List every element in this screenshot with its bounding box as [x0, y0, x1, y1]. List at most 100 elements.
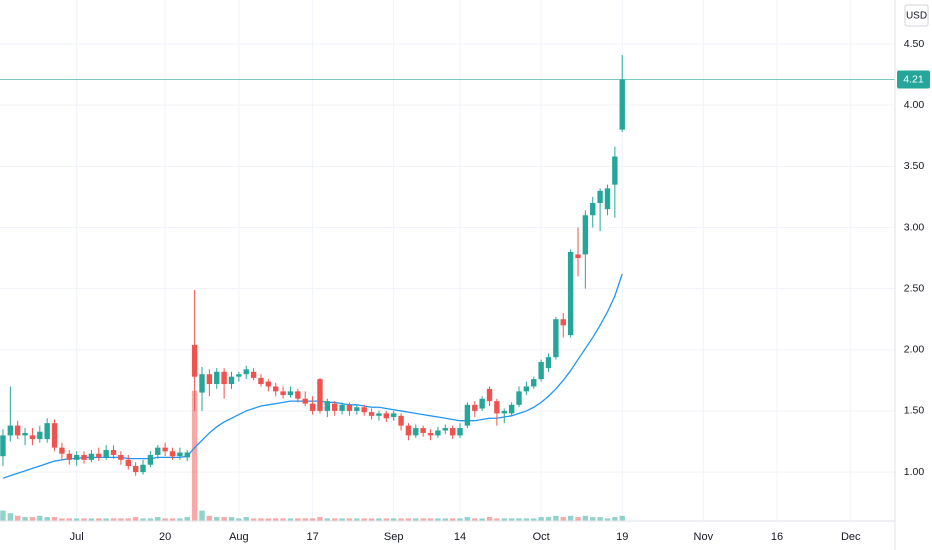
candle-body: [228, 376, 235, 385]
volume-bar: [575, 517, 581, 521]
volume-bar: [155, 517, 161, 521]
candle-body: [545, 357, 552, 369]
candle-body: [575, 254, 581, 259]
volume-bar: [427, 518, 434, 521]
volume-bar: [486, 517, 493, 521]
volume-bar: [523, 518, 530, 521]
volume-bar: [199, 510, 205, 521]
volume-bar: [442, 518, 448, 521]
candle-body: [132, 465, 139, 473]
x-tick-label: 16: [771, 531, 783, 543]
volume-bar: [420, 518, 426, 521]
candle-body: [199, 374, 205, 393]
volume-bar: [619, 515, 625, 521]
candle-body: [140, 464, 146, 473]
volume-bar: [560, 517, 566, 521]
volume-bar: [0, 510, 6, 521]
volume-bar: [22, 517, 28, 521]
candle-body: [516, 391, 522, 405]
candle-body: [214, 371, 220, 385]
candle-body: [376, 413, 382, 416]
volume-bar: [51, 517, 58, 521]
candle-body: [169, 451, 176, 457]
candle-body: [88, 453, 95, 460]
candle-body: [390, 413, 397, 418]
volume-bar: [280, 518, 286, 521]
volume-bar: [332, 518, 338, 521]
candle-body: [37, 431, 43, 440]
volume-bar: [258, 518, 264, 521]
candle-body: [273, 386, 279, 392]
candle-body: [81, 454, 87, 460]
candle-body: [51, 423, 58, 448]
candle-body: [191, 344, 198, 377]
candle-body: [221, 371, 227, 385]
volume-bar: [228, 517, 235, 521]
candle-body: [125, 459, 131, 466]
volume-bar: [132, 517, 139, 521]
volume-bar: [81, 518, 87, 521]
candle-body: [361, 407, 367, 413]
candle-body: [29, 435, 36, 440]
volume-bar: [103, 518, 109, 521]
volume-bar: [479, 518, 485, 521]
candle-body: [295, 391, 301, 399]
candle-body: [339, 404, 345, 411]
y-tick-label: 1.50: [904, 405, 925, 417]
candle-body: [442, 428, 448, 431]
y-tick-label: 2.50: [904, 282, 925, 294]
candle-body: [346, 404, 353, 411]
volume-bar: [37, 515, 43, 521]
volume-bar: [236, 518, 242, 521]
volume-bar: [346, 518, 353, 521]
y-tick-label: 3.50: [904, 160, 925, 172]
volume-bar: [221, 517, 227, 521]
volume-bar: [140, 518, 146, 521]
volume-bar: [494, 518, 500, 521]
candle-body: [324, 401, 331, 411]
volume-bar: [250, 518, 257, 521]
candle-body: [96, 453, 102, 458]
candle-body: [258, 377, 264, 385]
y-tick-label: 4.50: [904, 38, 925, 50]
volume-bar: [59, 518, 65, 521]
candle-body: [597, 190, 603, 204]
candle-body: [177, 452, 183, 457]
candle-body: [354, 407, 360, 411]
candle-body: [383, 413, 390, 419]
volume-bar: [295, 518, 301, 521]
volume-bar: [206, 515, 213, 521]
volume-bar: [118, 518, 124, 521]
candle-body: [309, 403, 316, 411]
candle-body: [44, 423, 50, 440]
volume-bar: [317, 517, 323, 521]
volume-bar: [29, 517, 36, 521]
candle-body: [155, 447, 161, 455]
candle-body: [110, 450, 117, 455]
candle-body: [582, 215, 589, 255]
candle-body: [22, 432, 28, 436]
candle-body: [567, 251, 574, 336]
y-tick-label: 3.00: [904, 221, 925, 233]
volume-bar: [361, 518, 367, 521]
volume-bar: [368, 518, 375, 521]
candle-body: [604, 188, 611, 210]
volume-bar: [44, 517, 50, 521]
candle-body: [280, 391, 286, 396]
candle-body: [206, 374, 213, 385]
volume-bar: [612, 517, 618, 521]
volume-bar: [302, 518, 308, 521]
candle-body: [486, 388, 493, 402]
axes-layer: 1.00 1.50 2.00 2.50 3.00 3.50 4.00 4.50 Jul 20 Aug…: [70, 38, 930, 543]
volume-bar: [287, 518, 294, 521]
volume-bar: [582, 515, 589, 521]
candle-body: [427, 432, 434, 436]
volume-bar: [73, 518, 80, 521]
volume-bar: [464, 517, 471, 521]
candle-body: [508, 404, 515, 414]
candle-body: [501, 410, 507, 414]
volume-bar: [383, 518, 390, 521]
candle-body: [612, 156, 618, 185]
